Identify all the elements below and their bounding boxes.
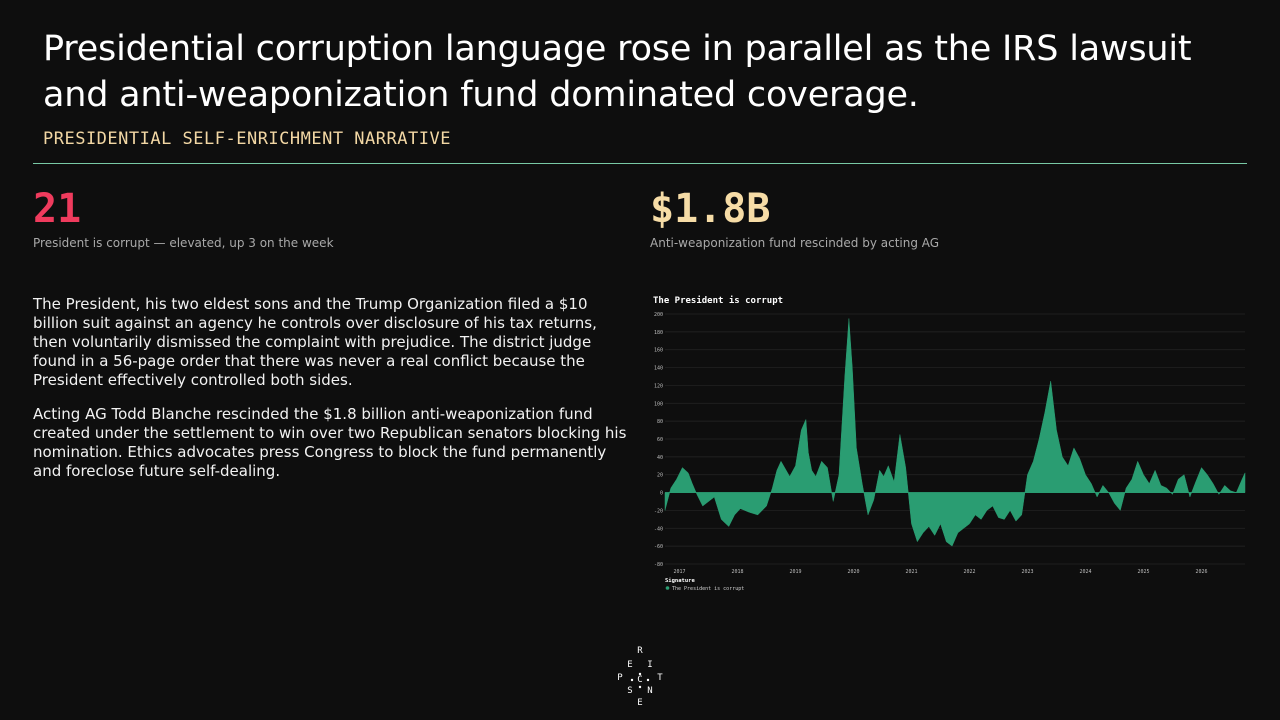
logo-letter: T [657, 673, 663, 683]
y-tick-label: -20 [654, 508, 663, 514]
chart-area-series [664, 318, 1246, 547]
x-tick-label: 2019 [789, 569, 801, 575]
kpi-value-fund: $1.8B [650, 186, 771, 232]
y-tick-label: 20 [657, 473, 663, 479]
kpi-label-fund: Anti-weaponization fund rescinded by act… [650, 236, 940, 250]
legend-swatch [665, 586, 670, 590]
body-paragraph-2: Acting AG Todd Blanche rescinded the $1.… [33, 405, 627, 480]
logo-letter: R [637, 646, 643, 656]
logo-letter: I [647, 660, 652, 670]
x-axis: 2017 2018 2019 2020 2021 2022 2023 2024 2025 2026 [673, 569, 1207, 575]
logo-letter: N [647, 686, 652, 696]
x-tick-label: 2018 [731, 569, 743, 575]
body-paragraph-1: The President, his two eldest sons and t… [33, 295, 597, 389]
y-tick-label: 200 [654, 312, 663, 318]
x-tick-label: 2017 [673, 569, 685, 575]
x-tick-label: 2020 [847, 569, 859, 575]
x-tick-label: 2022 [963, 569, 975, 575]
logo-letter: P [617, 673, 623, 683]
x-tick-label: 2026 [1195, 569, 1207, 575]
y-tick-label: 80 [657, 419, 663, 425]
x-tick-label: 2023 [1021, 569, 1033, 575]
x-tick-label: 2025 [1137, 569, 1149, 575]
y-tick-label: 0 [660, 491, 663, 497]
y-tick-label: -80 [654, 562, 663, 568]
y-tick-label: -40 [654, 526, 663, 532]
y-tick-label: 60 [657, 437, 663, 443]
y-tick-label: 160 [654, 348, 663, 354]
logo-letter: C [637, 675, 642, 685]
kpi-value-corrupt: 21 [33, 186, 82, 232]
kpi-label-corrupt: President is corrupt — elevated, up 3 on… [33, 236, 334, 250]
x-tick-label: 2021 [905, 569, 917, 575]
page-title: Presidential corruption language rose in… [43, 29, 1192, 115]
y-tick-label: 40 [657, 455, 663, 461]
legend-title: Signature [665, 578, 695, 584]
legend-item: The President is corrupt [672, 586, 744, 592]
y-tick-label: 100 [654, 401, 663, 407]
divider [33, 163, 1247, 164]
logo-letter: E [627, 660, 632, 670]
chart: The President is corrupt 200180160140120… [653, 295, 1246, 592]
body-text: The President, his two eldest sons and t… [33, 295, 633, 496]
y-tick-label: 140 [654, 366, 663, 372]
section-subtitle: PRESIDENTIAL SELF-ENRICHMENT NARRATIVE [43, 129, 451, 149]
logo-letter: S [627, 686, 632, 696]
brand-logo: RE IP C TS NE [617, 646, 663, 705]
y-tick-label: 120 [654, 383, 663, 389]
logo-letter: E [637, 698, 642, 705]
y-tick-label: 180 [654, 330, 663, 336]
series-area-president-is-corrupt [664, 318, 1246, 547]
chart-title: The President is corrupt [653, 295, 783, 306]
y-tick-label: -60 [654, 544, 663, 550]
x-tick-label: 2024 [1079, 569, 1091, 575]
